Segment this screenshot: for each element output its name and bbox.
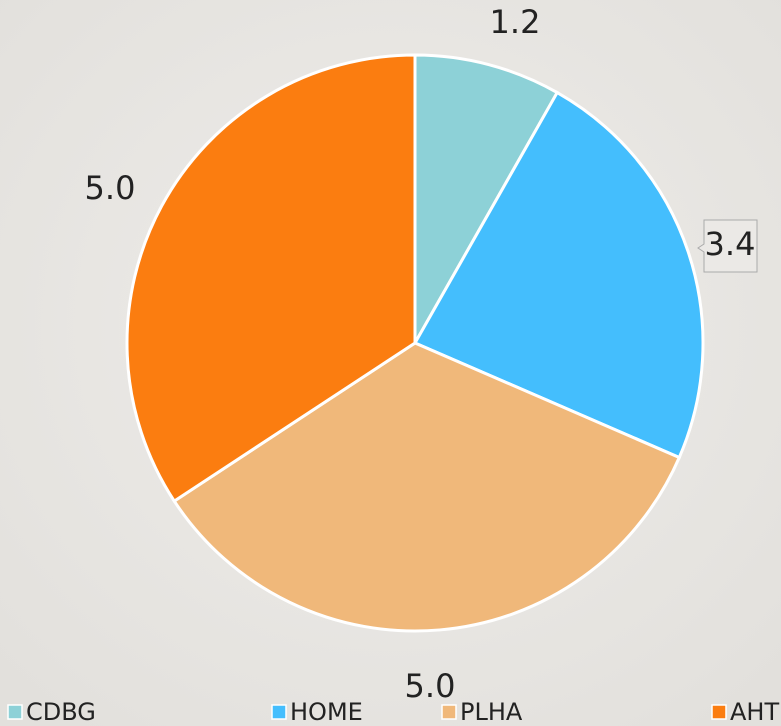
pie-slice <box>125 53 417 504</box>
pie-slice <box>413 53 560 349</box>
legend-swatch <box>711 704 727 720</box>
pie-slice <box>172 341 682 633</box>
data-label: 1.2 <box>490 3 541 41</box>
label-callout <box>697 219 758 273</box>
data-label: 5.0 <box>405 667 456 705</box>
legend-swatch <box>441 704 457 720</box>
legend-label: HOME <box>290 698 363 726</box>
legend-swatch <box>271 704 287 720</box>
data-label: 3.4 <box>705 225 756 263</box>
legend-label: PLHA <box>460 698 523 726</box>
legend-swatch <box>7 704 23 720</box>
legend-label: AHTF <box>730 698 781 726</box>
pie-slice <box>412 90 705 460</box>
legend-label: CDBG <box>26 698 96 726</box>
data-label: 5.0 <box>85 169 136 207</box>
